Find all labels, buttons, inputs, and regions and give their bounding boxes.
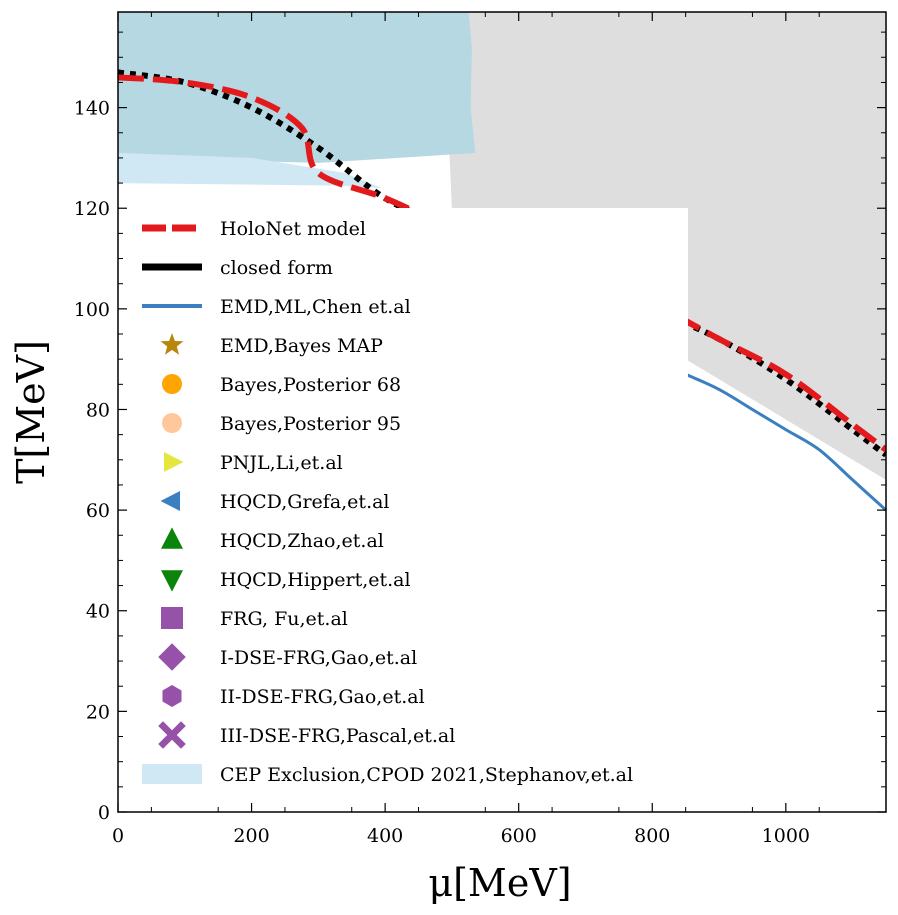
y-tick-label: 40 (86, 601, 110, 623)
y-tick-label: 80 (86, 399, 110, 421)
legend-entry-frg-fu-et-al: FRG, Fu,et.al (161, 607, 348, 630)
legend-marker-swatch (164, 452, 184, 472)
legend-entry-closed-form: closed form (142, 257, 333, 279)
legend-label: III-DSE-FRG,Pascal,et.al (220, 725, 455, 747)
legend-entry-bayes-posterior-95: Bayes,Posterior 95 (162, 413, 401, 435)
legend-label: I-DSE-FRG,Gao,et.al (220, 647, 417, 669)
cep-exclusion-region (118, 12, 476, 163)
cep-exclusion-light-region (118, 152, 382, 189)
y-axis-title: T[MeV] (9, 340, 53, 484)
legend-marker-swatch (162, 413, 182, 433)
legend-entry-hqcd-grefa-et-al: HQCD,Grefa,et.al (160, 491, 390, 513)
legend-entry-i-dse-frg-gao-et-al: I-DSE-FRG,Gao,et.al (158, 643, 417, 671)
legend-entry-ii-dse-frg-gao-et-al: II-DSE-FRG,Gao,et.al (162, 685, 425, 708)
legend-label: II-DSE-FRG,Gao,et.al (220, 686, 425, 708)
legend-label: HoloNet model (220, 218, 366, 240)
x-tick-label: 0 (112, 825, 124, 847)
legend-region-swatch (142, 764, 202, 784)
legend-marker-swatch (160, 333, 184, 355)
legend-marker-swatch (158, 721, 186, 749)
legend-label: EMD,ML,Chen et.al (220, 296, 411, 318)
legend-marker-swatch (162, 685, 182, 707)
y-tick-label: 140 (74, 98, 110, 120)
legend-entry-cep-exclusion-cpod-2021-stephanov-et-al: CEP Exclusion,CPOD 2021,Stephanov,et.al (142, 764, 633, 786)
legend-label: HQCD,Hippert,et.al (220, 569, 411, 591)
x-tick-label: 600 (501, 825, 537, 847)
legend-entry-emd-bayes-map: EMD,Bayes MAP (160, 333, 383, 357)
legend-entry-holonet-model: HoloNet model (142, 218, 366, 240)
legend-entry-pnjl-li-et-al: PNJL,Li,et.al (164, 452, 343, 474)
legend-entry-emd-ml-chen-et-al: EMD,ML,Chen et.al (142, 296, 411, 318)
legend-label: PNJL,Li,et.al (220, 452, 343, 474)
legend-marker-swatch (160, 491, 180, 511)
legend-label: FRG, Fu,et.al (220, 608, 348, 630)
legend-marker-swatch (162, 374, 182, 394)
x-tick-label: 1000 (762, 825, 810, 847)
axis-ticks: 0 200 400 600 800 1000 0 20 40 60 80 100 120 140 (74, 12, 886, 847)
y-tick-label: 20 (86, 701, 110, 723)
y-tick-label: 100 (74, 299, 110, 321)
legend-label: Bayes,Posterior 95 (220, 413, 401, 435)
legend-label: CEP Exclusion,CPOD 2021,Stephanov,et.al (220, 764, 633, 786)
legend: HoloNet model closed form EMD,ML,Chen et.a… (128, 208, 688, 798)
legend-marker-swatch (161, 570, 183, 592)
y-tick-label: 0 (98, 802, 110, 824)
x-tick-label: 800 (634, 825, 670, 847)
legend-entry-hqcd-hippert-et-al: HQCD,Hippert,et.al (161, 569, 411, 592)
plot-frame (117, 11, 887, 813)
legend-label: Bayes,Posterior 68 (220, 374, 401, 396)
legend-background (128, 208, 688, 798)
legend-label: HQCD,Grefa,et.al (220, 491, 390, 513)
legend-marker-swatch (161, 527, 183, 549)
legend-entry-iii-dse-frg-pascal-et-al: III-DSE-FRG,Pascal,et.al (158, 721, 455, 749)
legend-entry-hqcd-zhao-et-al: HQCD,Zhao,et.al (161, 527, 384, 552)
legend-marker-swatch (161, 607, 183, 629)
legend-label: HQCD,Zhao,et.al (220, 530, 384, 552)
x-tick-label: 200 (233, 825, 269, 847)
legend-marker-swatch (158, 643, 186, 671)
legend-label: EMD,Bayes MAP (220, 335, 383, 357)
legend-entry-bayes-posterior-68: Bayes,Posterior 68 (162, 374, 401, 396)
legend-label: closed form (220, 257, 333, 279)
x-tick-label: 400 (367, 825, 403, 847)
y-tick-label: 120 (74, 198, 110, 220)
x-axis-title: μ[MeV] (428, 861, 571, 905)
y-tick-label: 60 (86, 500, 110, 522)
